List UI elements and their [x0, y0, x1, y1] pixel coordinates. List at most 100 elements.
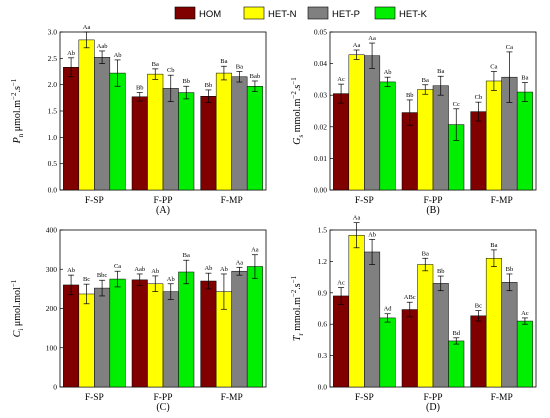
y-tick-label: 400 [46, 226, 58, 235]
data-label: Ab [220, 266, 228, 273]
y-tick-label: 2.0 [48, 80, 58, 89]
bar [470, 111, 487, 191]
data-label: Ca [490, 64, 497, 71]
data-label: Ab [67, 50, 75, 57]
data-label: Ac [521, 310, 529, 317]
bar [417, 89, 434, 191]
bar [516, 320, 533, 388]
data-label: Bbc [97, 272, 108, 279]
legend: HOM HET-N HET-P HET-K [174, 6, 428, 20]
bar [485, 258, 502, 388]
legend-label-het-k: HET-K [399, 9, 428, 20]
data-label: Ba [183, 252, 190, 259]
y-axis-unit-sup: −1 [290, 77, 298, 85]
bar [231, 76, 248, 191]
data-label: Ca [114, 263, 121, 270]
data-label: Bb [437, 268, 445, 275]
data-label: Ab [167, 276, 175, 283]
data-label: Ba [490, 242, 497, 249]
bar [501, 282, 518, 388]
bar [162, 291, 179, 388]
bar [401, 309, 418, 388]
bar [131, 96, 148, 191]
data-label: Cb [475, 94, 483, 101]
panel-a: 0.0 0.5 1.0 1.5 2.0 2.5 3.0 F-SP Ab Aa Aab Ab F-PP Bb… [10, 24, 267, 216]
x-tick-label: F-MP [221, 393, 243, 403]
data-label: Ba [152, 61, 159, 68]
bar [364, 251, 381, 388]
y-axis-symbol: T [292, 334, 303, 341]
y-tick-label: 0.00 [314, 186, 327, 195]
x-tick-label: F-PP [423, 393, 442, 403]
bar [78, 293, 95, 388]
y-axis-subscript: n [17, 133, 25, 137]
bar [94, 287, 111, 388]
bar [178, 271, 195, 388]
data-label: Ba [422, 77, 429, 84]
y-axis-unit-sup: −1 [10, 279, 18, 287]
panel-label: (B) [426, 205, 439, 216]
y-tick-label: 0 [53, 383, 57, 392]
bar [379, 81, 396, 191]
data-label: Ac [337, 280, 345, 287]
y-tick-label: 2.5 [48, 54, 58, 63]
bar [364, 55, 381, 191]
y-tick-label: 1.5 [318, 226, 328, 235]
panel-d: 0.0 0.3 0.6 0.9 1.2 1.5 F-SP Ac Aa Ab Ad F-PP ABc Ba B… [290, 215, 537, 413]
data-label: Aa [236, 259, 244, 266]
bar [432, 85, 449, 191]
bar [246, 85, 263, 191]
y-axis-unit-sup: −2 [290, 91, 298, 99]
x-tick-label: F-MP [221, 196, 243, 206]
bar [417, 264, 434, 388]
y-tick-label: 0.0 [48, 186, 58, 195]
y-axis-unit: mmol.m [292, 297, 303, 333]
bar [178, 92, 195, 191]
bar [470, 315, 487, 388]
y-axis-subscript: i [17, 329, 25, 331]
y-tick-label: 100 [46, 343, 58, 352]
data-label: Bab [250, 73, 260, 80]
data-label: Aa [353, 215, 361, 222]
data-label: Aa [368, 35, 376, 42]
x-tick-label: F-MP [491, 196, 513, 206]
data-label: Ab [114, 52, 122, 59]
panel-label: (C) [156, 402, 169, 413]
y-tick-label: 1.2 [318, 257, 328, 266]
x-tick-label: F-SP [85, 196, 104, 206]
bar [333, 93, 350, 191]
y-axis-symbol: C [12, 330, 23, 337]
legend-label-het-p: HET-P [332, 9, 360, 20]
x-tick-label: F-MP [491, 393, 513, 403]
bar [246, 266, 263, 388]
y-tick-label: 0.3 [318, 351, 328, 360]
bar [109, 278, 126, 388]
legend-swatch-het-n [243, 6, 265, 20]
bar [109, 72, 126, 191]
y-axis-label: Pn μmol.m−2.s−1 [10, 78, 25, 144]
data-label: Ab [368, 231, 376, 238]
y-tick-label: 0.5 [48, 159, 58, 168]
bar [348, 234, 365, 388]
y-axis-subscript: r [297, 333, 305, 336]
data-label: Ba [422, 250, 429, 257]
bar [147, 73, 164, 191]
bar [231, 270, 248, 388]
bar [131, 279, 148, 388]
data-label: Ad [384, 306, 393, 313]
bar [333, 295, 350, 388]
data-label: Aa [251, 247, 259, 254]
data-label: Cc [453, 101, 460, 108]
bar [200, 280, 217, 388]
y-tick-label: 0.05 [314, 28, 327, 37]
y-axis-unit: μmol.m [12, 100, 23, 134]
data-label: Aab [97, 43, 108, 50]
data-label: Ca [506, 44, 513, 51]
data-label: Bd [452, 330, 460, 337]
bar [432, 283, 449, 388]
y-axis-unit-mid: .s [12, 86, 23, 93]
panel-c: 0 100 200 300 400 F-SP Ab Bc Bbc Ca F-PP Aab Ab Ab Ba F… [10, 226, 267, 413]
legend-label-het-n: HET-N [268, 9, 297, 20]
bar [448, 340, 465, 388]
y-tick-label: 0.6 [318, 320, 328, 329]
